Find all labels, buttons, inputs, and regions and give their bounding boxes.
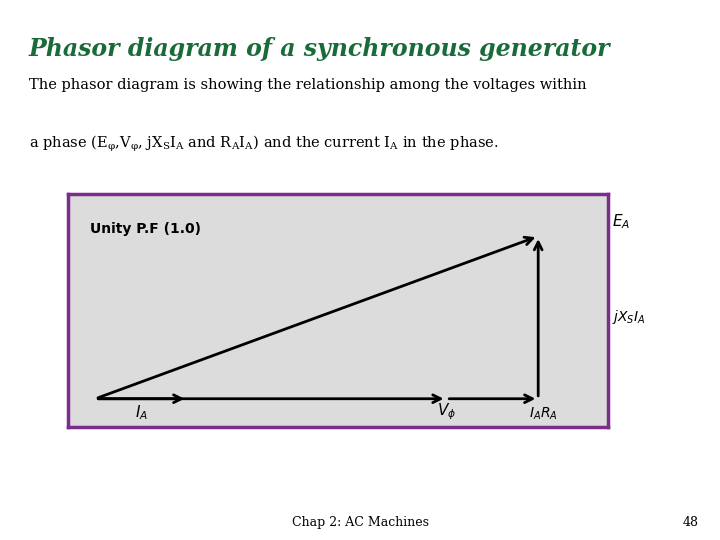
Text: $I_A R_A$: $I_A R_A$ (529, 406, 558, 422)
Text: $E_A$: $E_A$ (612, 212, 630, 231)
Text: Phasor diagram of a synchronous generator: Phasor diagram of a synchronous generato… (29, 37, 611, 60)
Text: a phase ($\mathregular{E_{\varphi}}$,$\mathregular{V_{\varphi}}$, $\mathregular{: a phase ($\mathregular{E_{\varphi}}$,$\m… (29, 133, 498, 153)
Text: The phasor diagram is showing the relationship among the voltages within: The phasor diagram is showing the relati… (29, 78, 586, 92)
Text: Unity P.F (1.0): Unity P.F (1.0) (90, 222, 201, 237)
Text: $jX_S I_A$: $jX_S I_A$ (612, 308, 646, 327)
Text: $I_A$: $I_A$ (135, 403, 148, 422)
Text: 48: 48 (683, 516, 698, 529)
Text: $V_\phi$: $V_\phi$ (437, 401, 456, 422)
Text: Chap 2: AC Machines: Chap 2: AC Machines (292, 516, 428, 529)
